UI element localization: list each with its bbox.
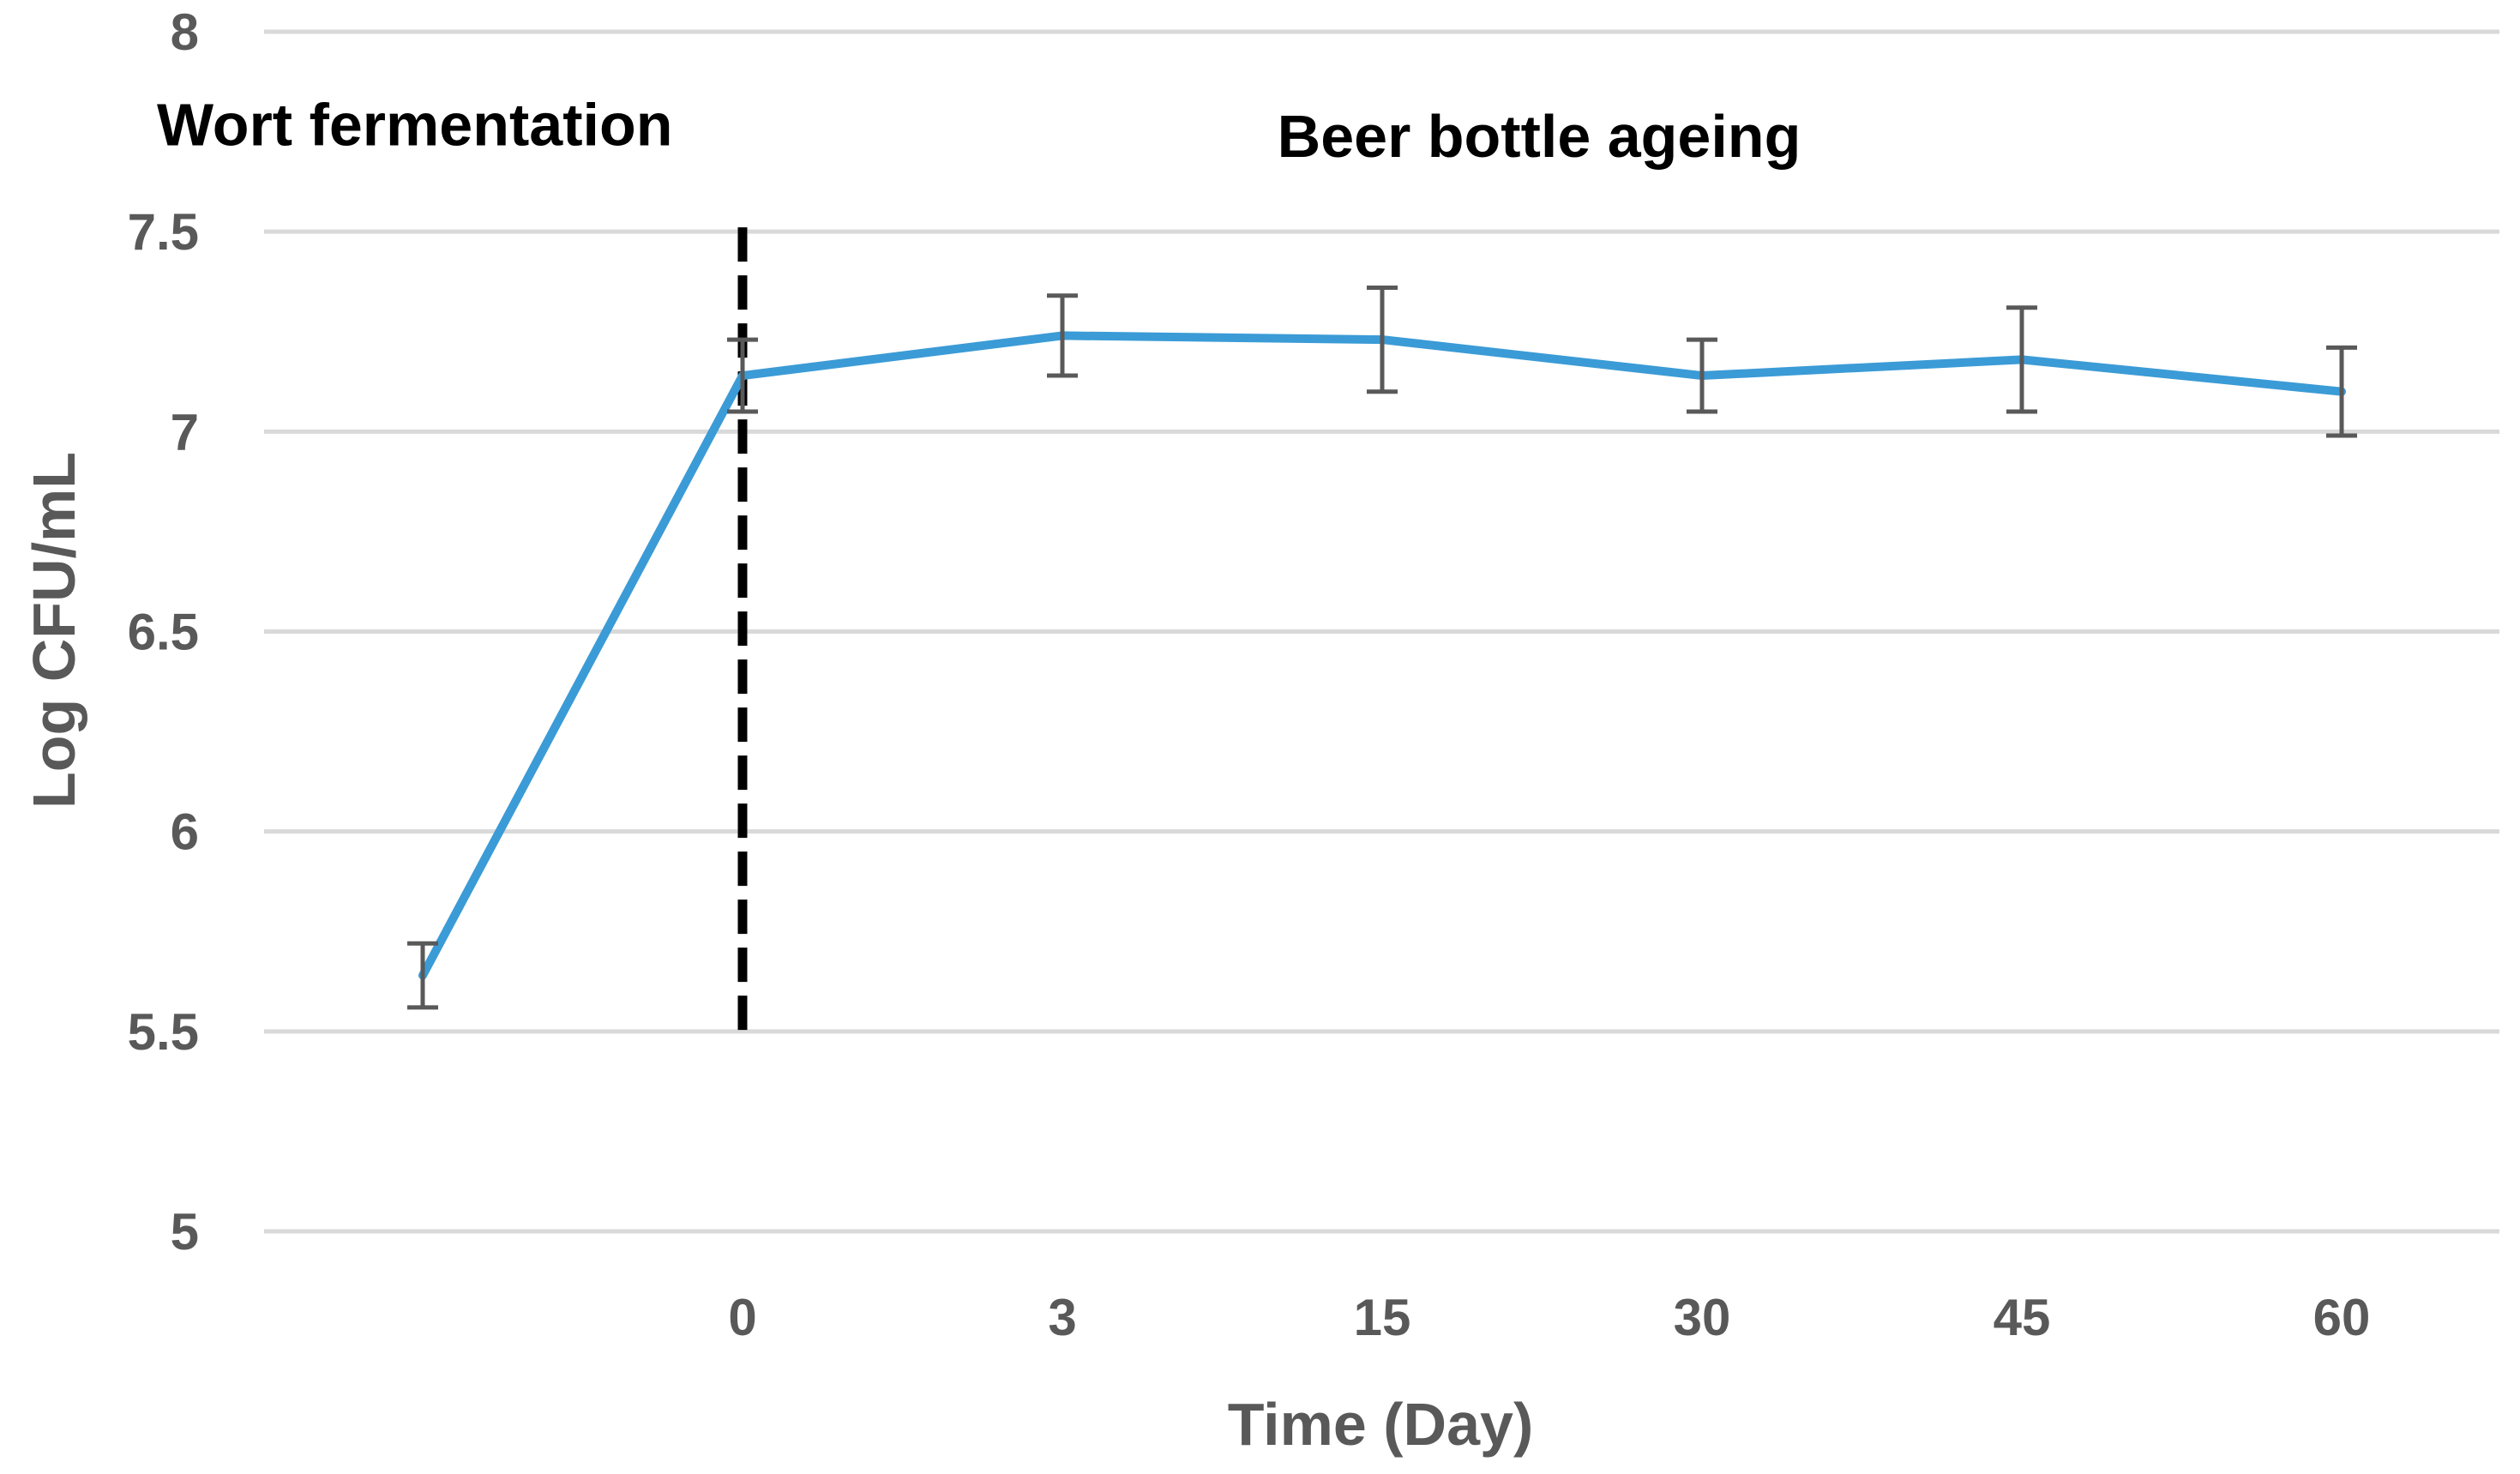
y-axis-tick-labels: 5 5.5 6 6.5 7 7.5 8: [128, 3, 199, 1260]
y-tick-label: 5: [171, 1203, 199, 1260]
y-tick-label: 6: [171, 803, 199, 861]
error-bar: [1367, 285, 1398, 394]
y-tick-label: 7: [171, 403, 199, 460]
error-bars: [407, 285, 2357, 1010]
x-tick-label: 15: [1354, 1289, 1411, 1346]
error-bar: [407, 941, 438, 1010]
x-tick-label: 45: [1994, 1289, 2051, 1346]
annotations: Wort fermentation Beer bottle ageing: [157, 91, 1801, 170]
annotation-label: Wort fermentation: [157, 91, 673, 158]
y-tick-label: 6.5: [128, 604, 199, 661]
error-bar: [2326, 345, 2357, 438]
x-tick-label: 60: [2313, 1289, 2371, 1346]
x-tick-label: 0: [728, 1289, 756, 1346]
y-tick-label: 7.5: [128, 203, 199, 261]
error-bar: [2006, 305, 2037, 414]
x-axis-tick-labels: 0 3 15 30 45 60: [728, 1289, 2370, 1346]
error-bar: [1687, 337, 1717, 414]
x-tick-label: 3: [1048, 1289, 1076, 1346]
x-tick-label: 30: [1674, 1289, 1731, 1346]
x-axis-label: Time (Day): [1228, 1391, 1534, 1458]
y-tick-label: 8: [171, 3, 199, 61]
error-bar: [1047, 293, 1078, 378]
annotation-label: Beer bottle ageing: [1278, 103, 1801, 170]
gridlines: [264, 29, 2499, 1234]
y-tick-label: 5.5: [128, 1003, 199, 1061]
error-bar: [727, 337, 758, 414]
y-axis-label: Log CFU/mL: [21, 452, 87, 809]
